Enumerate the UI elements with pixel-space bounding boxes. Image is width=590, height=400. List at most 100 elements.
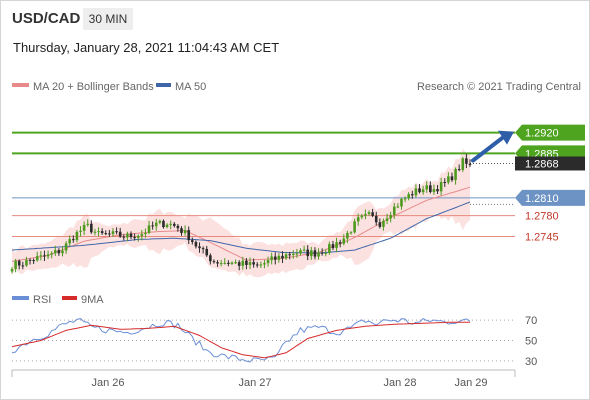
- timeframe-badge[interactable]: 30 MIN: [83, 8, 133, 30]
- candle: [180, 226, 183, 236]
- rsi-legend-label: RSI: [33, 294, 51, 306]
- candle: [335, 237, 338, 253]
- candle: [165, 223, 169, 229]
- candle-body: [255, 264, 259, 266]
- candle: [425, 181, 429, 193]
- candle: [172, 222, 176, 228]
- candle-body: [104, 233, 108, 235]
- candle-body: [273, 256, 277, 260]
- candle-body: [421, 189, 425, 193]
- candle: [133, 233, 136, 241]
- candle: [57, 248, 61, 256]
- candle-body: [418, 188, 421, 193]
- candle-body: [64, 243, 68, 251]
- candle-body: [266, 260, 270, 264]
- candle: [371, 208, 374, 218]
- candle: [46, 250, 50, 260]
- candle: [201, 246, 205, 254]
- candle: [187, 226, 191, 245]
- candle-body: [432, 189, 436, 192]
- candle-body: [198, 246, 201, 249]
- candle-body: [212, 261, 216, 263]
- candle-body: [201, 248, 205, 250]
- candle-body: [219, 263, 223, 265]
- candle-body: [223, 262, 227, 264]
- candle-body: [385, 218, 389, 221]
- candle: [255, 262, 259, 268]
- candle: [25, 256, 28, 267]
- candle: [338, 239, 342, 248]
- candle: [382, 218, 385, 231]
- candle: [288, 251, 291, 260]
- candle: [154, 218, 158, 231]
- candle-body: [169, 223, 172, 225]
- candle-body: [180, 228, 183, 234]
- candle-body: [126, 233, 129, 238]
- candle: [400, 197, 403, 210]
- candle: [53, 245, 57, 256]
- candle-body: [277, 255, 281, 260]
- candle: [144, 228, 147, 238]
- candle: [216, 259, 219, 267]
- candle-body: [414, 188, 418, 196]
- candle: [457, 164, 461, 172]
- candle-body: [172, 223, 176, 226]
- candle: [72, 235, 75, 243]
- candle-body: [410, 194, 414, 196]
- candle-body: [371, 212, 374, 216]
- candle-body: [162, 220, 165, 228]
- candle-body: [400, 198, 403, 207]
- candle: [410, 190, 414, 199]
- candle-body: [111, 231, 115, 235]
- candle-body: [324, 252, 328, 254]
- candle: [64, 240, 68, 254]
- candle: [86, 219, 90, 227]
- candle: [418, 183, 421, 194]
- candle-body: [288, 254, 291, 256]
- candle: [385, 213, 389, 225]
- candle-body: [317, 252, 320, 257]
- candle-body: [191, 240, 194, 242]
- candle: [28, 258, 32, 265]
- candle: [223, 258, 227, 265]
- candle-body: [158, 220, 162, 223]
- candle-body: [165, 224, 169, 228]
- pair-title: USD/CAD: [12, 10, 81, 27]
- candle-body: [140, 234, 144, 236]
- candle: [356, 213, 360, 226]
- candle: [349, 231, 353, 235]
- level-tag-1.2810: [515, 189, 585, 206]
- candle: [234, 259, 237, 265]
- candle-body: [389, 215, 392, 219]
- candle-body: [100, 231, 104, 234]
- candle-body: [43, 255, 46, 257]
- candle: [61, 246, 64, 257]
- level-label-1.2920: 1.2920: [525, 128, 559, 140]
- candle: [50, 251, 53, 259]
- candle: [299, 248, 302, 256]
- candle-body: [205, 248, 209, 256]
- bollinger-band: [12, 148, 470, 278]
- candle-body: [270, 256, 273, 261]
- candle: [414, 184, 418, 198]
- candle: [21, 261, 25, 270]
- candle: [248, 257, 252, 270]
- candle: [403, 196, 407, 203]
- candle: [100, 228, 104, 235]
- candle: [364, 209, 367, 220]
- candle: [313, 247, 317, 260]
- candle-body: [14, 260, 17, 270]
- x-tick-label-0: Jan 26: [91, 377, 124, 389]
- candle-body: [436, 189, 439, 192]
- candle: [68, 235, 72, 246]
- candle: [75, 230, 79, 243]
- candle-body: [75, 231, 79, 241]
- candle-body: [429, 185, 432, 192]
- candle: [241, 256, 245, 270]
- candle: [396, 203, 400, 209]
- candle-body: [25, 259, 28, 266]
- candle-body: [32, 260, 35, 262]
- candle: [346, 230, 349, 244]
- candle: [14, 258, 17, 273]
